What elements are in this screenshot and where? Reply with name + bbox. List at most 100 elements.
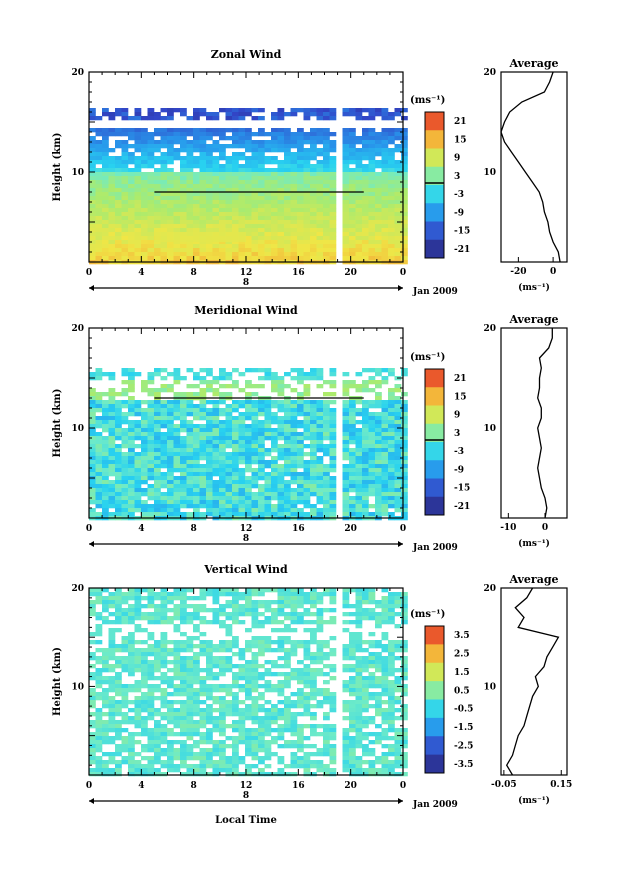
heatmap-cell — [102, 668, 109, 673]
heatmap-cell — [89, 452, 96, 457]
heatmap-cell — [303, 220, 311, 225]
heatmap-cell — [388, 440, 395, 445]
heatmap-cell — [225, 372, 233, 377]
heatmap-cell — [180, 492, 187, 497]
heatmap-cell — [212, 252, 220, 257]
heatmap-cell — [186, 720, 194, 725]
heatmap-cell — [362, 252, 369, 257]
heatmap-cell — [141, 448, 148, 453]
heatmap-cell — [160, 760, 168, 765]
heatmap-cell — [134, 424, 142, 429]
heatmap-cell — [180, 656, 187, 661]
heatmap-cell — [186, 228, 194, 233]
heatmap-cell — [303, 492, 311, 497]
heatmap-cell — [310, 452, 317, 457]
heatmap-cell — [264, 492, 272, 497]
heatmap-cell — [284, 460, 291, 465]
heatmap-cell — [108, 132, 116, 137]
heatmap-cell — [251, 688, 259, 693]
heatmap-cell — [349, 200, 356, 205]
heatmap-cell — [284, 484, 291, 489]
heatmap-cell — [258, 648, 265, 653]
heatmap-cell — [316, 692, 324, 697]
heatmap-cell — [245, 400, 252, 405]
heatmap-cell — [394, 600, 402, 605]
heatmap-cell — [160, 192, 168, 197]
heatmap-cell — [134, 732, 142, 737]
heatmap-cell — [238, 472, 246, 477]
heatmap-cell — [303, 436, 311, 441]
heatmap-cell — [290, 228, 298, 233]
heatmap-cell — [355, 412, 363, 417]
colorbar-segment — [425, 130, 444, 149]
heatmap-cell — [375, 740, 382, 745]
heatmap-cell — [160, 716, 168, 721]
heatmap-cell — [134, 488, 142, 493]
heatmap-cell — [251, 644, 259, 649]
heatmap-cell — [375, 724, 382, 729]
heatmap-cell — [180, 680, 187, 685]
heatmap-cell — [95, 596, 103, 601]
heatmap-cell — [212, 148, 220, 153]
heatmap-cell — [264, 504, 272, 509]
heatmap-cell — [375, 612, 382, 617]
heatmap-cell — [186, 436, 194, 441]
heatmap-cell — [362, 212, 369, 217]
heatmap-cell — [388, 744, 395, 749]
heatmap-cell — [355, 732, 363, 737]
heatmap-cell — [232, 724, 239, 729]
heatmap-cell — [401, 496, 408, 501]
heatmap-cell — [388, 460, 395, 465]
heatmap-cell — [154, 200, 161, 205]
heatmap-cell — [232, 112, 239, 117]
heatmap-cell — [108, 756, 116, 761]
heatmap-cell — [186, 244, 194, 249]
heatmap-cell — [251, 412, 259, 417]
heatmap-cell — [206, 428, 213, 433]
heatmap-cell — [401, 728, 408, 733]
heatmap-cell — [284, 404, 291, 409]
heatmap-cell — [245, 248, 252, 253]
heatmap-cell — [323, 200, 330, 205]
heatmap-cell — [355, 408, 363, 413]
heatmap-cell — [316, 608, 324, 613]
heatmap-cell — [284, 172, 291, 177]
heatmap-cell — [193, 376, 200, 381]
heatmap-cell — [128, 604, 135, 609]
heatmap-cell — [303, 388, 311, 393]
heatmap-cell — [342, 252, 350, 257]
heatmap-cell — [264, 708, 272, 713]
heatmap-cell — [212, 452, 220, 457]
heatmap-cell — [245, 112, 252, 117]
heatmap-cell — [375, 148, 382, 153]
heatmap-cell — [121, 112, 129, 117]
heatmap-cell — [290, 236, 298, 241]
heatmap-cell — [193, 728, 200, 733]
heatmap-cell — [394, 404, 402, 409]
heatmap-cell — [258, 404, 265, 409]
heatmap-cell — [238, 212, 246, 217]
heatmap-cell — [329, 664, 337, 669]
heatmap-cell — [219, 668, 226, 673]
heatmap-cell — [232, 612, 239, 617]
heatmap-cell — [264, 756, 272, 761]
heatmap-cell — [375, 224, 382, 229]
heatmap-cell — [160, 168, 168, 173]
heatmap-cell — [277, 620, 285, 625]
heatmap-cell — [238, 424, 246, 429]
heatmap-cell — [316, 440, 324, 445]
heatmap-cell — [134, 400, 142, 405]
heatmap-cell — [349, 452, 356, 457]
heatmap-cell — [232, 424, 239, 429]
heatmap-cell — [316, 428, 324, 433]
heatmap-cell — [245, 412, 252, 417]
heatmap-cell — [323, 416, 330, 421]
heatmap-cell — [232, 184, 239, 189]
heatmap-cell — [108, 444, 116, 449]
heatmap-cell — [355, 688, 363, 693]
heatmap-cell — [147, 108, 155, 113]
heatmap-cell — [206, 720, 213, 725]
heatmap-cell — [329, 184, 337, 189]
heatmap-cell — [381, 468, 389, 473]
heatmap-cell — [128, 160, 135, 165]
